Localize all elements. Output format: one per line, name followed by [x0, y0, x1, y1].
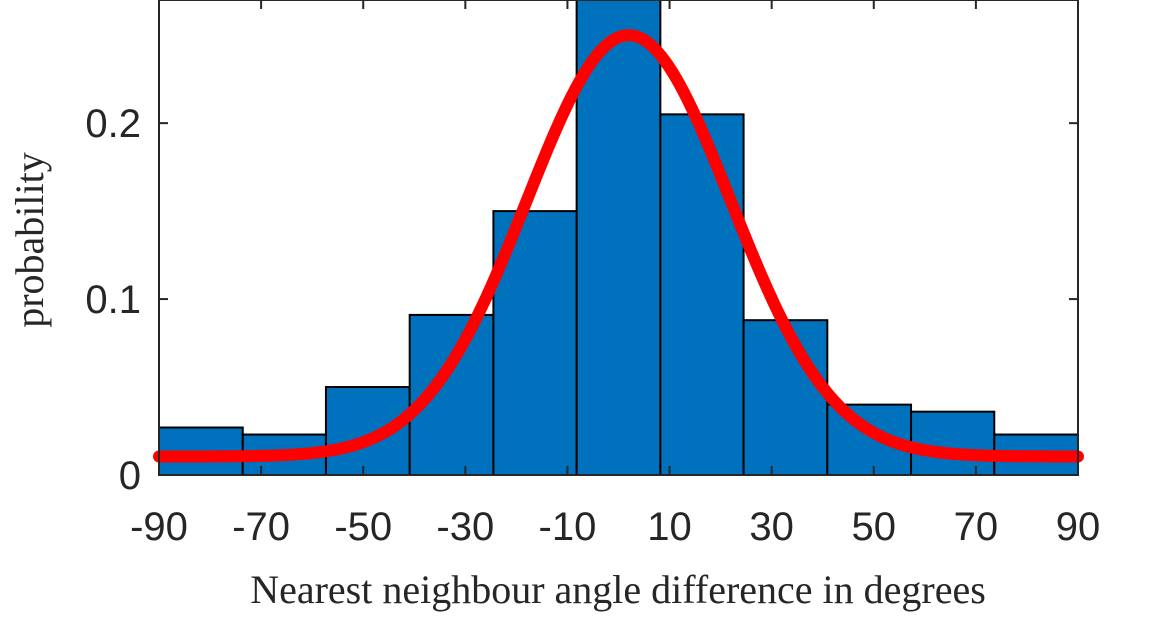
histogram-bar — [659, 113, 745, 477]
x-tick-label: -30 — [436, 505, 494, 549]
x-tick-label: -90 — [130, 505, 188, 549]
gaussian-fit-curve — [153, 29, 1084, 463]
x-tick-label: -10 — [539, 505, 597, 549]
x-tick-label: -70 — [232, 505, 290, 549]
y-tick-labels: 0 0.1 0.2 — [85, 102, 141, 498]
x-tick-label: 50 — [852, 505, 897, 549]
x-tick-label: 70 — [954, 505, 999, 549]
histogram-bar — [910, 410, 996, 476]
x-axis-label: Nearest neighbour angle difference in de… — [250, 567, 986, 612]
y-tick-label: 0.2 — [85, 102, 141, 146]
plot-box — [158, 0, 1079, 476]
x-tick-labels: -90 -70 -50 -30 -10 10 30 50 70 90 — [130, 505, 1100, 549]
histogram-bar — [742, 319, 829, 476]
x-tick-label: 10 — [647, 505, 692, 549]
histogram-bars — [158, 0, 1079, 477]
y-axis-label: probability — [7, 152, 52, 328]
y-tick-label: 0 — [119, 454, 141, 498]
x-tick-label: -50 — [334, 505, 392, 549]
histogram-bar — [575, 0, 662, 476]
x-tick-label: 30 — [749, 505, 794, 549]
axes-frame — [158, 0, 1079, 476]
y-tick-label: 0.1 — [85, 278, 141, 322]
x-tick-label: 90 — [1056, 505, 1101, 549]
